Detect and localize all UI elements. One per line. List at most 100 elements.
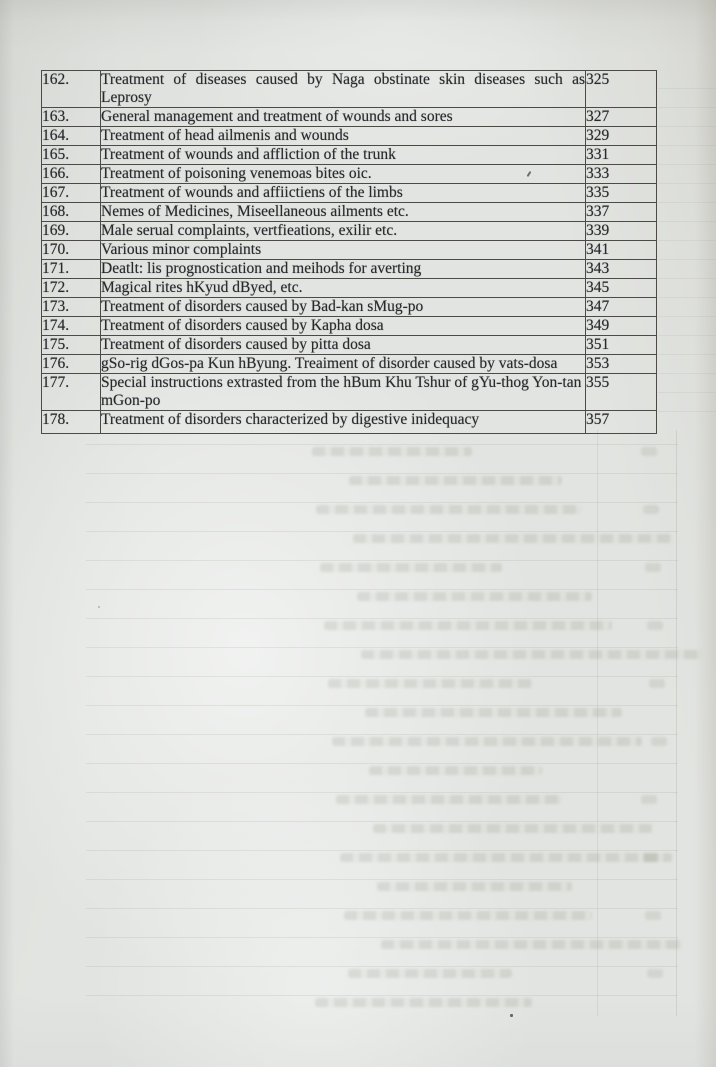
table-row: 176. gSo-rig dGos-pa Kun hByung. Treaime… [41, 354, 657, 374]
bleed-through-smudge [369, 766, 542, 775]
bleed-through-vertical-line [676, 430, 677, 1016]
entry-page-cell: 355 [585, 373, 657, 411]
entry-number-cell: 164. [41, 126, 101, 146]
entry-title-cell: Deatlt: lis prognostication and meihods … [100, 259, 586, 279]
entry-number-cell: 166. [41, 164, 101, 184]
entry-number-cell: 163. [41, 107, 101, 127]
entry-page-cell: 341 [585, 240, 657, 260]
bleed-through-smudge [312, 447, 472, 456]
bleed-through-smudge [641, 795, 657, 804]
entry-title-cell: Male serual complaints, vertfieations, e… [100, 221, 586, 241]
entry-page-cell: 347 [585, 297, 657, 317]
table-row: 171. Deatlt: lis prognostication and mei… [41, 259, 657, 279]
bleed-through-smudge [361, 650, 702, 659]
bleed-through-smudge [641, 447, 657, 456]
entry-title-cell: gSo-rig dGos-pa Kun hByung. Treaiment of… [100, 354, 586, 374]
table-row: 168. Nemes of Medicines, Miseellaneous a… [41, 202, 657, 222]
ink-speck [98, 606, 100, 608]
entry-page-cell: 345 [585, 278, 657, 298]
entry-number-cell: 174. [41, 316, 101, 336]
table-row: 175. Treatment of disorders caused by pi… [41, 335, 657, 355]
bleed-through-right-margin [658, 70, 716, 430]
entry-page-cell: 325 [585, 70, 657, 108]
bleed-through-smudge [643, 853, 659, 862]
table-row: 167. Treatment of wounds and affiictiens… [41, 183, 657, 203]
table-row: 177. Special instructions extrasted from… [41, 373, 657, 411]
bleed-through-smudge [348, 969, 512, 978]
bleed-through-row-lines [86, 444, 678, 1019]
entry-number-cell: 172. [41, 278, 101, 298]
entry-number-cell: 165. [41, 145, 101, 165]
bleed-through-smudge [320, 563, 502, 572]
ink-speck [510, 1014, 513, 1017]
bleed-through-smudge [373, 824, 652, 833]
entry-page-cell: 327 [585, 107, 657, 127]
bleed-through-smudge [315, 998, 532, 1007]
entry-number-cell: 178. [41, 410, 101, 434]
entry-title-cell: Various minor complaints [100, 240, 586, 260]
table-row: 164. Treatment of head ailmenis and woun… [41, 126, 657, 146]
bleed-through-smudge [349, 476, 562, 485]
entry-page-cell: 335 [585, 183, 657, 203]
bleed-through-smudge [332, 737, 642, 746]
entry-number-cell: 173. [41, 297, 101, 317]
entry-title-cell: General management and treatment of woun… [100, 107, 586, 127]
entry-title-cell: Special instructions extrasted from the … [100, 373, 586, 411]
entry-page-cell: 331 [585, 145, 657, 165]
entry-title-cell: Treatment of wounds and affliction of th… [100, 145, 586, 165]
table-row: 163. General management and treatment of… [41, 107, 657, 127]
bleed-through-smudge [647, 969, 663, 978]
bleed-through-smudge [647, 621, 663, 630]
entry-page-cell: 343 [585, 259, 657, 279]
entry-number-cell: 167. [41, 183, 101, 203]
bleed-through-smudge [643, 505, 659, 514]
table-row: 162. Treatment of diseases caused by Nag… [41, 70, 657, 108]
entry-title-cell: Nemes of Medicines, Miseellaneous ailmen… [100, 202, 586, 222]
table-row: 165. Treatment of wounds and affliction … [41, 145, 657, 165]
bleed-through-smudge [377, 882, 572, 891]
entry-number-cell: 177. [41, 373, 101, 411]
entry-title-cell: Treatment of disorders characterized by … [100, 410, 586, 434]
table-row: 173. Treatment of disorders caused by Ba… [41, 297, 657, 317]
entry-number-cell: 168. [41, 202, 101, 222]
entry-title-cell: Treatment of wounds and affiictiens of t… [100, 183, 586, 203]
bleed-through-smudge [651, 737, 667, 746]
table-row: 170. Various minor complaints 341 [41, 240, 657, 260]
bleed-through-smudge [365, 708, 622, 717]
entry-page-cell: 357 [585, 410, 657, 434]
bleed-through-smudge [645, 563, 661, 572]
entry-title-cell: Treatment of disorders caused by pitta d… [100, 335, 586, 355]
entry-title-cell: Treatment of diseases caused by Naga obs… [100, 70, 586, 108]
bleed-through-smudge [344, 911, 592, 920]
entry-number-cell: 171. [41, 259, 101, 279]
table-row: 172. Magical rites hKyud dByed, etc. 345 [41, 278, 657, 298]
table-row: 166. Treatment of poisoning venemoas bit… [41, 164, 657, 184]
bleed-through-smudge [336, 795, 562, 804]
bleed-through-smudge [381, 940, 682, 949]
entry-title-cell: Magical rites hKyud dByed, etc. [100, 278, 586, 298]
bleed-through-smudge [340, 853, 672, 862]
entry-number-cell: 162. [41, 70, 101, 108]
entry-title-cell: Treatment of disorders caused by Kapha d… [100, 316, 586, 336]
entry-page-cell: 349 [585, 316, 657, 336]
contents-table: 162. Treatment of diseases caused by Nag… [41, 70, 657, 434]
entry-page-cell: 351 [585, 335, 657, 355]
bleed-through-smudge [645, 911, 661, 920]
bleed-through-smudge [316, 505, 582, 514]
entry-page-cell: 339 [585, 221, 657, 241]
bleed-through-smudge [353, 534, 672, 543]
entry-page-cell: 333 [585, 164, 657, 184]
entry-title-cell: Treatment of head ailmenis and wounds [100, 126, 586, 146]
entry-title-cell: Treatment of disorders caused by Bad-kan… [100, 297, 586, 317]
entry-page-cell: 353 [585, 354, 657, 374]
bleed-through-smudge [357, 592, 592, 601]
bleed-through-smudge [328, 679, 532, 688]
table-row: 169. Male serual complaints, vertfieatio… [41, 221, 657, 241]
entry-number-cell: 175. [41, 335, 101, 355]
table-row: 178. Treatment of disorders characterize… [41, 410, 657, 434]
entry-number-cell: 169. [41, 221, 101, 241]
bleed-through-vertical-line [597, 430, 598, 1016]
entry-title-cell: Treatment of poisoning venemoas bites oi… [100, 164, 586, 184]
bleed-through-smudge [649, 679, 665, 688]
